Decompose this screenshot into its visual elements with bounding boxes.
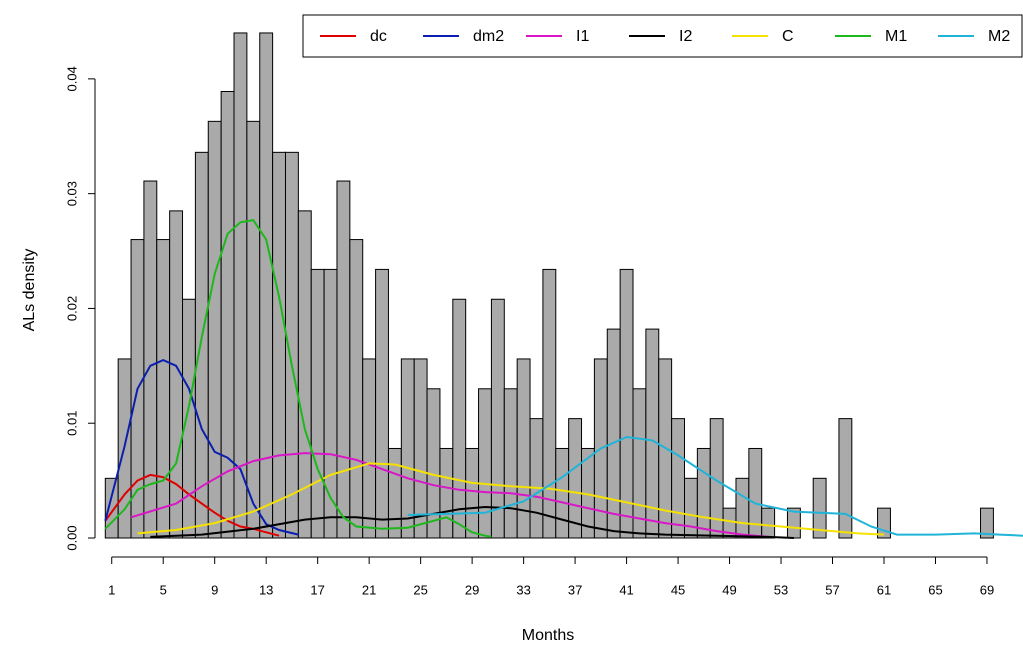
x-tick-label: 61 (877, 582, 891, 597)
histogram-bar (542, 268, 557, 539)
histogram-bar (529, 418, 544, 539)
density-line (104, 359, 299, 536)
histogram-bar (465, 447, 480, 539)
histogram-bar (259, 32, 274, 539)
y-tick-label: 0.01 (64, 411, 79, 436)
legend-label: I2 (679, 28, 692, 45)
histogram-bar (272, 151, 286, 539)
histogram-bar (980, 507, 994, 539)
x-tick-label: 1 (108, 582, 115, 597)
x-tick-label: 25 (413, 582, 427, 597)
y-axis-title: ALs density (21, 249, 38, 332)
histogram-bar (709, 418, 724, 539)
x-tick-label: 65 (928, 582, 942, 597)
density-line (150, 505, 794, 539)
histogram-bar (375, 268, 389, 539)
histogram-bar (439, 447, 454, 539)
histogram-bar (619, 268, 634, 539)
density-line (104, 219, 492, 538)
histogram-bar (683, 477, 698, 539)
histogram-bar (748, 447, 763, 539)
x-tick-label: 57 (825, 582, 839, 597)
x-tick-label: 45 (671, 582, 685, 597)
histogram-bar (387, 447, 402, 539)
histogram-bar (182, 298, 196, 539)
histogram-bar (503, 388, 518, 539)
legend-label: M1 (885, 28, 907, 45)
legend-label: C (782, 28, 794, 45)
histogram-bar (555, 447, 570, 539)
density-line (137, 462, 885, 536)
histogram-bar (632, 388, 647, 539)
histogram-bar (568, 418, 583, 539)
histogram-bar (194, 151, 209, 539)
histogram-bar (761, 507, 776, 539)
histogram-bar (104, 477, 119, 539)
x-tick-label: 13 (259, 582, 273, 597)
y-tick-label: 0.03 (64, 181, 79, 206)
histogram-bar (246, 120, 261, 539)
histogram-bar (671, 418, 685, 539)
x-tick-label: 53 (774, 582, 788, 597)
histogram-bar (490, 298, 505, 539)
density-line (407, 435, 1023, 537)
histogram-bar (310, 268, 325, 539)
x-tick-label: 49 (722, 582, 736, 597)
x-tick-label: 69 (980, 582, 994, 597)
y-tick-label: 0.02 (64, 296, 79, 321)
histogram-bar (452, 298, 467, 539)
histogram-bar (349, 239, 364, 539)
histogram-bar (413, 358, 428, 539)
legend-label: M2 (988, 28, 1010, 45)
y-tick-label: 0.00 (64, 525, 79, 550)
histogram-bar (812, 477, 827, 539)
histogram-bar (233, 32, 248, 539)
histogram-bar (400, 358, 415, 539)
histogram-bar (606, 328, 621, 539)
x-tick-label: 17 (310, 582, 324, 597)
histogram-bar (362, 358, 377, 539)
x-tick-label: 37 (568, 582, 582, 597)
x-tick-label: 41 (619, 582, 633, 597)
x-tick-label: 33 (516, 582, 530, 597)
x-axis-title: Months (522, 627, 574, 644)
histogram-bar (478, 388, 492, 539)
density-line (130, 452, 769, 538)
histogram-bar (696, 447, 711, 539)
histogram-bar (336, 180, 351, 539)
legend-label: dc (370, 28, 387, 45)
legend-label: I1 (576, 28, 589, 45)
x-tick-label: 29 (465, 582, 479, 597)
histogram-bar (156, 239, 171, 539)
legend-label: dm2 (473, 28, 504, 45)
histogram-bar (838, 418, 853, 539)
legend: dc dm2 I1 I2 C M1 M2 (302, 14, 1023, 58)
histogram-bar (735, 477, 750, 539)
x-tick-label: 21 (362, 582, 376, 597)
y-tick-label: 0.04 (64, 66, 79, 91)
x-tick-label: 9 (211, 582, 218, 597)
x-tick-label: 5 (160, 582, 167, 597)
